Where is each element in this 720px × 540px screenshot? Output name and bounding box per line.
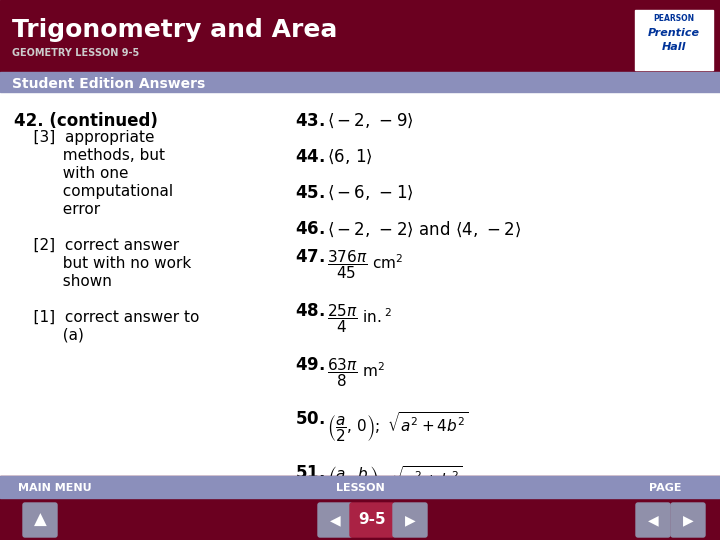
Text: GEOMETRY LESSON 9-5: GEOMETRY LESSON 9-5 — [12, 48, 139, 58]
Text: [2]  correct answer: [2] correct answer — [14, 238, 179, 253]
Text: computational: computational — [14, 184, 173, 199]
Text: LESSON: LESSON — [336, 483, 384, 493]
Text: $\mathbf{47.}$: $\mathbf{47.}$ — [295, 248, 325, 266]
Bar — [0, 0, 720, 72]
Text: $\mathbf{51.}$: $\mathbf{51.}$ — [295, 464, 325, 482]
Text: but with no work: but with no work — [14, 256, 192, 271]
Text: $\langle 6,\,1 \rangle$: $\langle 6,\,1 \rangle$ — [327, 148, 373, 166]
Text: methods, but: methods, but — [14, 148, 165, 163]
Text: $\dfrac{25\pi}{4}\ \mathrm{in.}^2$: $\dfrac{25\pi}{4}\ \mathrm{in.}^2$ — [327, 302, 392, 335]
Text: Trigonometry and Area: Trigonometry and Area — [12, 18, 338, 42]
Text: $\dfrac{63\pi}{8}\ \mathrm{m}^2$: $\dfrac{63\pi}{8}\ \mathrm{m}^2$ — [327, 356, 385, 389]
Text: [3]  appropriate: [3] appropriate — [14, 130, 155, 145]
FancyBboxPatch shape — [350, 503, 394, 537]
Text: $\langle -2,\,-2 \rangle\ \mathrm{and}\ \langle 4,\,-2 \rangle$: $\langle -2,\,-2 \rangle\ \mathrm{and}\ … — [327, 220, 521, 239]
Text: $\left(\dfrac{a}{2},\,\dfrac{b}{2}\right);\ \sqrt{a^2+b^2}$: $\left(\dfrac{a}{2},\,\dfrac{b}{2}\right… — [327, 464, 462, 498]
FancyBboxPatch shape — [393, 503, 427, 537]
Text: $\dfrac{376\pi}{45}\ \mathrm{cm}^2$: $\dfrac{376\pi}{45}\ \mathrm{cm}^2$ — [327, 248, 403, 281]
Text: $\mathbf{43.}$: $\mathbf{43.}$ — [295, 112, 325, 130]
FancyBboxPatch shape — [318, 503, 352, 537]
Text: ▲: ▲ — [34, 511, 46, 529]
Text: shown: shown — [14, 274, 112, 289]
Bar — [0, 476, 720, 540]
Text: ▶: ▶ — [405, 513, 415, 527]
Text: 9-5: 9-5 — [358, 512, 386, 528]
Text: $\mathbf{45.}$: $\mathbf{45.}$ — [295, 184, 325, 202]
Text: Hall: Hall — [662, 42, 686, 52]
Text: ◀: ◀ — [330, 513, 341, 527]
Text: Student Edition Answers: Student Edition Answers — [12, 77, 205, 91]
Text: PEARSON: PEARSON — [654, 14, 695, 23]
Text: (a): (a) — [14, 328, 84, 343]
Bar — [0, 476, 720, 498]
Text: $\mathbf{50.}$: $\mathbf{50.}$ — [295, 410, 325, 428]
FancyBboxPatch shape — [671, 503, 705, 537]
Text: $\mathbf{46.}$: $\mathbf{46.}$ — [295, 220, 325, 238]
Text: Prentice: Prentice — [648, 28, 700, 38]
Text: 42. (continued): 42. (continued) — [14, 112, 158, 130]
Text: $\langle -6,\,-1 \rangle$: $\langle -6,\,-1 \rangle$ — [327, 184, 414, 202]
Text: PAGE: PAGE — [649, 483, 681, 493]
Text: $\mathbf{49.}$: $\mathbf{49.}$ — [295, 356, 325, 374]
Text: $\left(\dfrac{a}{2},\,0\right);\ \sqrt{a^2+4b^2}$: $\left(\dfrac{a}{2},\,0\right);\ \sqrt{a… — [327, 410, 469, 444]
Text: error: error — [14, 202, 100, 217]
Text: ▶: ▶ — [683, 513, 693, 527]
Text: $\langle -2,\,-9 \rangle$: $\langle -2,\,-9 \rangle$ — [327, 112, 414, 130]
FancyBboxPatch shape — [23, 503, 57, 537]
Text: MAIN MENU: MAIN MENU — [18, 483, 92, 493]
Text: with one: with one — [14, 166, 128, 181]
Bar — [635, 10, 713, 70]
Text: ◀: ◀ — [648, 513, 658, 527]
Text: [1]  correct answer to: [1] correct answer to — [14, 310, 199, 325]
Bar — [0, 72, 720, 92]
Text: $\mathbf{48.}$: $\mathbf{48.}$ — [295, 302, 325, 320]
FancyBboxPatch shape — [636, 503, 670, 537]
Text: $\mathbf{44.}$: $\mathbf{44.}$ — [295, 148, 325, 166]
